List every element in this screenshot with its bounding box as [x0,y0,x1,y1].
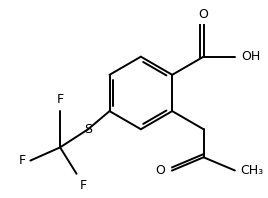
Text: F: F [18,154,25,167]
Text: OH: OH [241,50,261,63]
Text: S: S [84,123,92,136]
Text: O: O [199,8,209,21]
Text: F: F [80,179,87,192]
Text: O: O [156,164,166,177]
Text: CH₃: CH₃ [240,164,263,177]
Text: F: F [57,93,64,106]
